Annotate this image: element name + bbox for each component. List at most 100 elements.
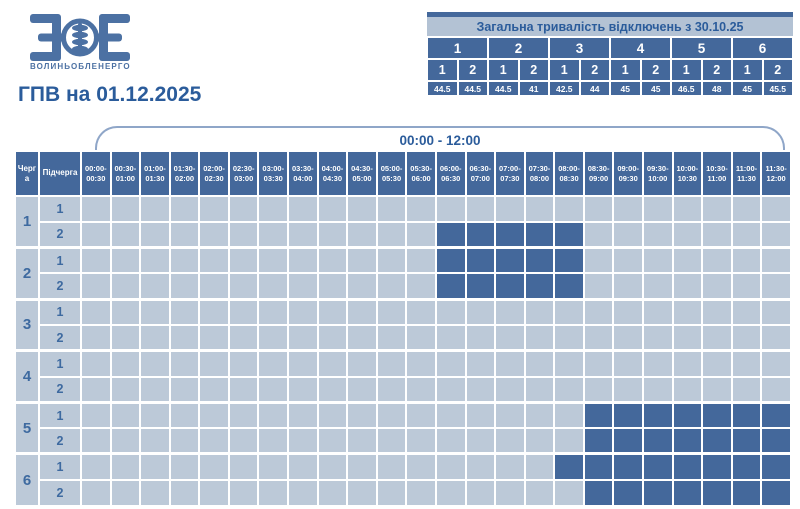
schedule-cell [434,452,467,481]
schedule-cell [553,427,585,455]
schedule-cell [139,272,171,301]
schedule-cell [523,195,556,223]
schedule-cell [139,427,171,455]
schedule-cell [464,349,497,378]
schedule-cell [760,220,792,249]
schedule-cell [612,220,644,249]
schedule-cell [464,297,497,326]
summary-total-value: 46.5 [670,80,703,97]
schedule-cell [139,400,171,430]
schedule-cell [464,452,497,481]
schedule-cell [168,272,201,301]
schedule-cell [553,478,585,507]
outage-cell [701,400,733,430]
schedule-cell [198,452,230,481]
schedule-cell [287,246,319,275]
time-slot-header: 02:30-03:00 [227,150,260,197]
schedule-cell [464,478,497,507]
schedule-cell [316,220,349,249]
schedule-cell [671,375,704,404]
schedule-cell [257,195,290,223]
time-slot-header: 00:30-01:00 [109,150,142,197]
schedule-cell [464,375,497,404]
subqueue-label: 1 [38,452,82,481]
schedule-cell [434,478,467,507]
schedule-cell [582,375,615,404]
time-slot-header: 01:30-02:00 [168,150,201,197]
summary-total-value: 41 [517,80,550,97]
schedule-cell [346,427,378,455]
outage-cell [464,220,497,249]
schedule-cell [168,427,201,455]
time-slot-header: 03:30-04:00 [287,150,319,197]
schedule-cell [375,195,408,223]
queue-label: 6 [14,452,40,507]
schedule-cell [464,400,497,430]
schedule-cell [405,297,437,326]
schedule-cell [316,427,349,455]
schedule-cell [641,297,674,326]
schedule-cell [612,272,644,301]
schedule-cell [80,452,112,481]
outage-cell [671,478,704,507]
schedule-cell [641,246,674,275]
schedule-cell [80,297,112,326]
schedule-cell [582,349,615,378]
outage-cell [701,427,733,455]
subqueue-label: 2 [38,375,82,404]
schedule-cell [582,272,615,301]
subqueue-label: 2 [38,272,82,301]
schedule-cell [198,297,230,326]
outage-cell [760,427,792,455]
time-slot-header: 10:00-10:30 [671,150,704,197]
schedule-cell [139,478,171,507]
schedule-cell [198,349,230,378]
schedule-cell [523,297,556,326]
schedule-cell [434,400,467,430]
schedule-row: 2 [15,478,792,507]
time-slot-header: 01:00-01:30 [139,150,171,197]
schedule-cell [316,349,349,378]
schedule-cell [257,478,290,507]
schedule-cell [405,478,437,507]
schedule-cell [139,195,171,223]
summary-total-value: 42.5 [548,80,581,97]
schedule-cell [109,375,142,404]
outage-cell [494,246,526,275]
schedule-cell [80,323,112,352]
schedule-cell [760,246,792,275]
outage-cell [553,272,585,301]
schedule-cell [316,272,349,301]
schedule-cell [287,478,319,507]
schedule-cell [375,297,408,326]
summary-subqueue-header: 2 [700,58,733,82]
schedule-cell [701,220,733,249]
schedule-cell [346,400,378,430]
schedule-cell [168,297,201,326]
schedule-cell [375,452,408,481]
schedule-cell [227,349,260,378]
summary-total-value: 44 [578,80,611,97]
schedule-cell [287,272,319,301]
outage-cell [730,427,763,455]
schedule-cell [80,272,112,301]
summary-queue-header: 6 [731,36,794,60]
outage-cell [612,427,644,455]
time-slot-header: 11:30-12:00 [760,150,792,197]
schedule-cell [730,297,763,326]
time-slot-header: 03:00-03:30 [257,150,290,197]
time-slot-header: 08:30-09:00 [582,150,615,197]
summary-total-value: 48 [700,80,733,97]
schedule-cell [109,220,142,249]
time-slot-header: 09:00-09:30 [612,150,644,197]
summary-total-value: 44.5 [487,80,520,97]
schedule-cell [346,349,378,378]
schedule-cell [671,272,704,301]
summary-subqueue-header: 2 [578,58,611,82]
schedule-cell [227,220,260,249]
schedule-cell [198,220,230,249]
summary-total-value: 44.5 [456,80,489,97]
schedule-cell [701,323,733,352]
outage-cell [760,478,792,507]
summary-queue-header: 5 [670,36,733,60]
